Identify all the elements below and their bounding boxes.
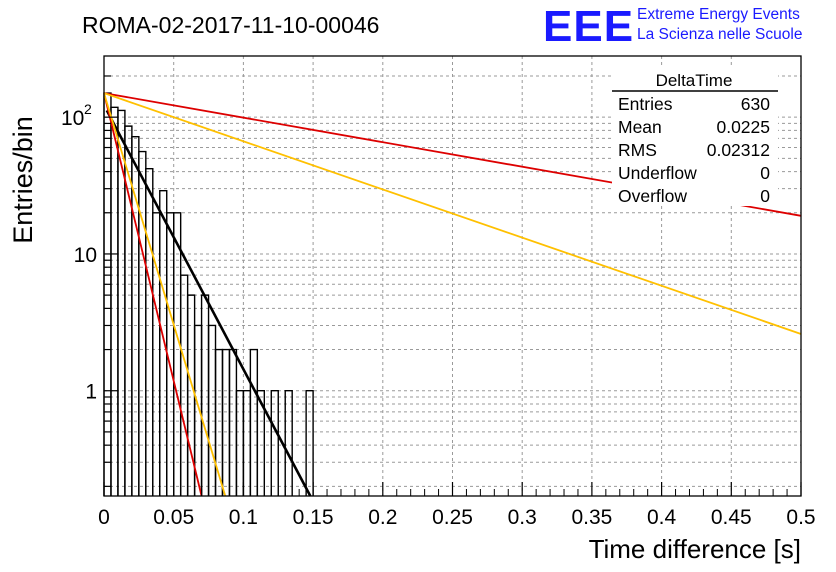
x-tick-label: 0.5 <box>786 506 815 529</box>
stats-label: Entries <box>618 94 673 114</box>
stats-rows: Entries 630 Mean 0.0225 RMS 0.02312 Underflow 0… <box>618 94 770 206</box>
fit-line <box>103 92 802 335</box>
plot-title: ROMA-02-2017-11-10-00046 <box>82 12 379 38</box>
stats-value: 0 <box>760 163 770 183</box>
histogram-bin <box>256 390 266 496</box>
histogram-bin <box>305 390 314 496</box>
x-tick-label: 0.15 <box>293 506 334 529</box>
stats-value: 0.02312 <box>707 140 770 160</box>
histogram-bin <box>249 348 259 496</box>
x-tick-label: 0.3 <box>508 506 537 529</box>
histogram-bin <box>221 348 231 496</box>
logo-mark: EEE <box>543 2 634 51</box>
logo-line2: La Scienza nelle Scuole <box>637 26 802 43</box>
histogram-bin <box>152 212 161 496</box>
x-axis-title: Time difference [s] <box>589 534 801 564</box>
histogram-bin <box>207 324 217 496</box>
eee-logo: EEE Extreme Energy Events La Scienza nel… <box>543 2 802 51</box>
stats-label: Mean <box>618 117 662 137</box>
histogram-bin <box>145 167 154 496</box>
fit-line <box>103 92 227 497</box>
histogram-bin <box>173 212 182 496</box>
histogram-bin <box>110 106 119 496</box>
x-tick-label: 0.05 <box>153 506 194 529</box>
histogram-bin <box>138 150 147 496</box>
y-axis-title: Entries/bin <box>8 116 38 244</box>
x-tick-labels: 0 0.05 0.1 0.15 0.2 0.25 0.3 0.35 0.4 0.45 0.5 <box>98 506 815 529</box>
x-tick-label: 0.25 <box>432 506 473 529</box>
y-tick-label-exponent: 2 <box>84 101 92 117</box>
stats-label: Overflow <box>618 186 687 206</box>
y-tick-label: 10 <box>61 107 84 130</box>
grid <box>104 56 801 496</box>
histogram-bin <box>270 390 279 496</box>
histogram-bin <box>228 348 238 496</box>
histogram-bin <box>159 190 168 496</box>
x-tick-label: 0.4 <box>647 506 677 529</box>
y-tick-label: 1 <box>85 381 97 404</box>
logo-line1: Extreme Energy Events <box>637 6 800 23</box>
x-tick-label: 0.45 <box>711 506 752 529</box>
histogram-bin <box>284 390 293 496</box>
stats-label: Underflow <box>618 163 697 183</box>
histogram-bin <box>242 390 252 496</box>
fit-line <box>103 92 203 497</box>
histogram <box>103 92 314 496</box>
stats-value: 630 <box>741 94 770 114</box>
x-tick-label: 0 <box>98 506 110 529</box>
axis-ticks <box>103 75 802 496</box>
histogram-bin <box>235 390 245 496</box>
y-tick-label: 10 <box>74 244 97 267</box>
x-tick-label: 0.35 <box>571 506 612 529</box>
stats-label: RMS <box>618 140 657 160</box>
stats-value: 0.0225 <box>716 117 770 137</box>
x-tick-label: 0.1 <box>229 506 258 529</box>
stats-title: DeltaTime <box>656 71 733 90</box>
x-tick-label: 0.2 <box>368 506 397 529</box>
fit-line <box>105 109 312 497</box>
stats-value: 0 <box>760 186 770 206</box>
stats-box: DeltaTime Entries 630 Mean 0.0225 RMS 0.02312… <box>612 68 778 206</box>
